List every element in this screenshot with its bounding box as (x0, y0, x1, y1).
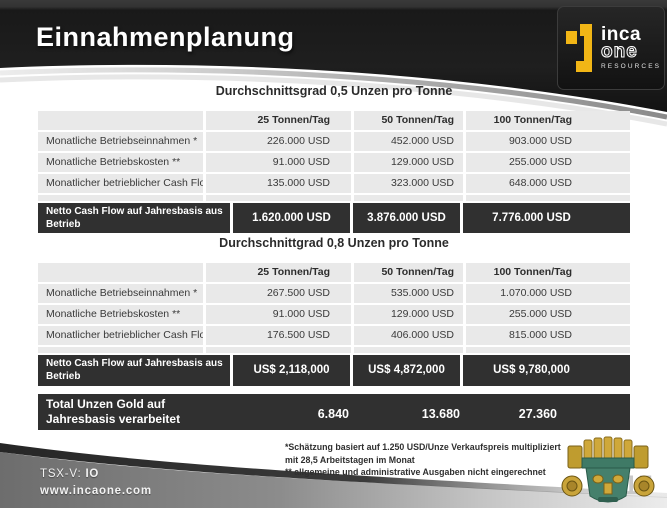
logo-text: inca one RESOURCES (600, 24, 662, 70)
cell-value: 903.000 USD (466, 132, 630, 151)
section-heading-2: Durchschnittgrad 0,8 Unzen pro Tonne (219, 236, 449, 250)
inca-mask-artifact (561, 436, 655, 503)
cell-value: 129.000 USD (354, 305, 463, 324)
footnote-1: *Schätzung basiert auf 1.250 USD/Unze Ve… (285, 442, 561, 465)
cell-value: 815.000 USD (466, 326, 630, 345)
total-value: 27.360 (518, 407, 557, 421)
summary-label: Netto Cash Flow auf Jahresbasis aus Betr… (38, 203, 230, 233)
summary-row-grade-05: Netto Cash Flow auf Jahresbasis aus Betr… (38, 203, 630, 233)
cell-value: 91.000 USD (206, 305, 351, 324)
col-header: 100 Tonnen/Tag (466, 111, 630, 130)
row-label: Monatliche Betriebskosten ** (38, 153, 203, 172)
summary-label: Netto Cash Flow auf Jahresbasis aus Betr… (38, 355, 230, 386)
col-header: 50 Tonnen/Tag (354, 263, 463, 282)
spacer-cell (206, 347, 351, 353)
row-label: Monatlicher betrieblicher Cash Flow (38, 326, 203, 345)
page-title: Einnahmenplanung (36, 22, 295, 52)
summary-value: 3.876.000 USD (353, 203, 460, 233)
cell-value: 267.500 USD (206, 284, 351, 303)
logo-word-inca: inca (601, 24, 642, 45)
ticker-value: IO (85, 468, 100, 480)
col-header-empty (38, 263, 203, 282)
logo-word-resources: RESOURCES (601, 63, 662, 70)
col-header-empty (38, 111, 203, 130)
spacer-cell (466, 347, 630, 353)
cell-value: 91.000 USD (206, 153, 351, 172)
company-logo: inca one RESOURCES (557, 6, 665, 90)
row-label: Monatliche Betriebseinnahmen * (38, 284, 203, 303)
total-value: 13.680 (421, 407, 460, 421)
total-label: Total Unzen Gold auf Jahresbasis verarbe… (46, 397, 180, 427)
cell-value: 255.000 USD (466, 153, 630, 172)
ticker-label: TSX-V: (40, 468, 82, 480)
website-text: www.incaone.com (40, 485, 152, 497)
footnotes: *Schätzung basiert auf 1.250 USD/Unze Ve… (285, 441, 570, 479)
cell-value: 535.000 USD (354, 284, 463, 303)
col-header: 100 Tonnen/Tag (466, 263, 630, 282)
col-header: 50 Tonnen/Tag (354, 111, 463, 130)
header-banner (0, 0, 667, 127)
cell-value: 452.000 USD (354, 132, 463, 151)
footer-swoosh (0, 443, 667, 508)
spacer-cell (38, 195, 203, 201)
summary-value: US$ 2,118,000 (233, 355, 350, 386)
cell-value: 255.000 USD (466, 305, 630, 324)
spacer-cell (206, 195, 351, 201)
table-grade-05: 25 Tonnen/Tag 50 Tonnen/Tag 100 Tonnen/T… (38, 111, 630, 201)
cell-value: 135.000 USD (206, 174, 351, 193)
spacer-cell (466, 195, 630, 201)
total-label-line1: Total Unzen Gold auf (46, 397, 166, 411)
ticker-line: TSX-V: IO (40, 466, 152, 483)
col-header: 25 Tonnen/Tag (206, 111, 351, 130)
cell-value: 1.070.000 USD (466, 284, 630, 303)
footer-ticker: TSX-V: IO www.incaone.com (40, 466, 152, 500)
total-value: 6.840 (317, 407, 349, 421)
logo-word-one: one (600, 41, 638, 62)
spacer-cell (38, 347, 203, 353)
summary-value: US$ 4,872,000 (353, 355, 460, 386)
spacer-cell (354, 195, 463, 201)
cell-value: 648.000 USD (466, 174, 630, 193)
summary-row-grade-08: Netto Cash Flow auf Jahresbasis aus Betr… (38, 355, 630, 386)
cell-value: 176.500 USD (206, 326, 351, 345)
cell-value: 323.000 USD (354, 174, 463, 193)
row-label: Monatliche Betriebseinnahmen * (38, 132, 203, 151)
summary-value: US$ 9,780,000 (463, 355, 630, 386)
total-row: Total Unzen Gold auf Jahresbasis verarbe… (38, 394, 630, 430)
table-grade-08: 25 Tonnen/Tag 50 Tonnen/Tag 100 Tonnen/T… (38, 263, 630, 353)
row-label: Monatliche Betriebskosten ** (38, 305, 203, 324)
summary-value: 7.776.000 USD (463, 203, 630, 233)
cell-value: 129.000 USD (354, 153, 463, 172)
inca-one-glyph-icon (566, 24, 592, 72)
cell-value: 406.000 USD (354, 326, 463, 345)
section-heading-1: Durchschnittsgrad 0,5 Unzen pro Tonne (215, 84, 453, 98)
footnote-2: ** allgemeine und administrative Ausgabe… (285, 467, 546, 477)
row-label: Monatlicher betrieblicher Cash Flow (38, 174, 203, 193)
summary-value: 1.620.000 USD (233, 203, 350, 233)
col-header: 25 Tonnen/Tag (206, 263, 351, 282)
total-label-line2: Jahresbasis verarbeitet (46, 412, 181, 426)
spacer-cell (354, 347, 463, 353)
cell-value: 226.000 USD (206, 132, 351, 151)
